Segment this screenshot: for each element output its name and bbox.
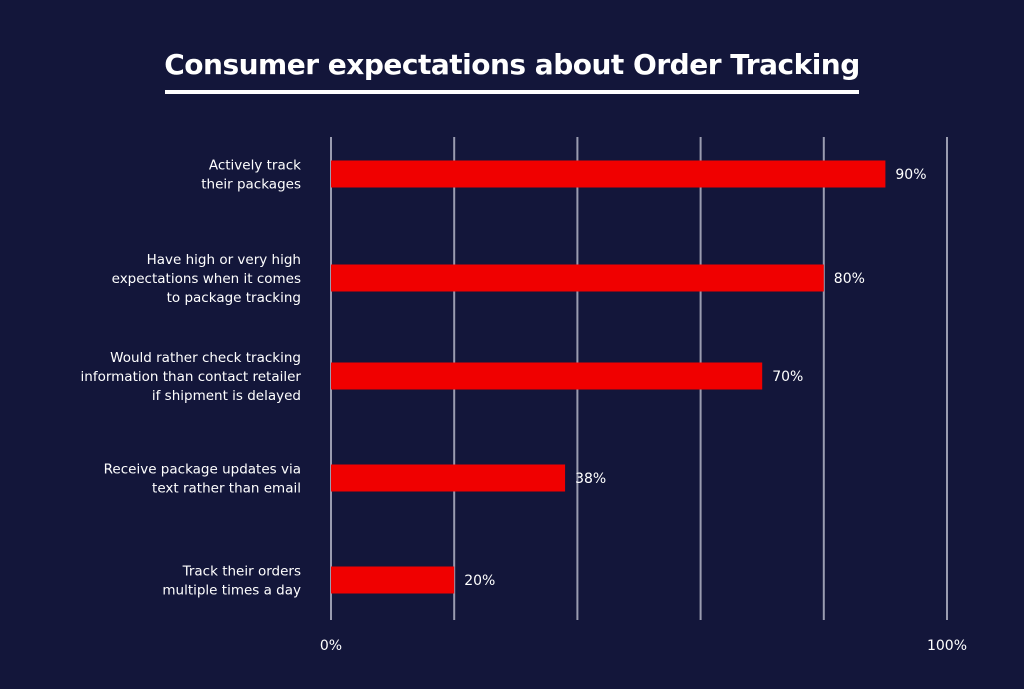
bar	[331, 362, 763, 390]
chart-title: Consumer expectations about Order Tracki…	[164, 48, 860, 81]
data-label: 90%	[895, 167, 926, 183]
category-label: expectations when it comes	[112, 271, 301, 287]
category-label: to package tracking	[167, 290, 301, 306]
category-label: information than contact retailer	[81, 369, 302, 385]
x-tick-label: 100%	[927, 638, 967, 654]
data-label: 80%	[834, 271, 865, 287]
title-underline	[165, 90, 859, 94]
data-label: 20%	[464, 573, 495, 589]
data-label: 70%	[772, 369, 803, 385]
bar	[331, 566, 455, 594]
category-label: Track their orders	[182, 564, 301, 580]
category-label: multiple times a day	[162, 583, 301, 599]
bar	[331, 264, 824, 292]
category-label: if shipment is delayed	[152, 388, 301, 404]
category-label: Receive package updates via	[104, 462, 301, 478]
category-label: Have high or very high	[147, 252, 301, 268]
bar	[331, 160, 886, 188]
category-label: Would rather check tracking	[110, 350, 301, 366]
category-label: Actively track	[209, 158, 301, 174]
data-label: 38%	[575, 471, 606, 487]
x-tick-label: 0%	[320, 638, 342, 654]
category-label: text rather than email	[152, 481, 301, 497]
bar	[331, 464, 566, 492]
category-label: their packages	[201, 177, 301, 193]
